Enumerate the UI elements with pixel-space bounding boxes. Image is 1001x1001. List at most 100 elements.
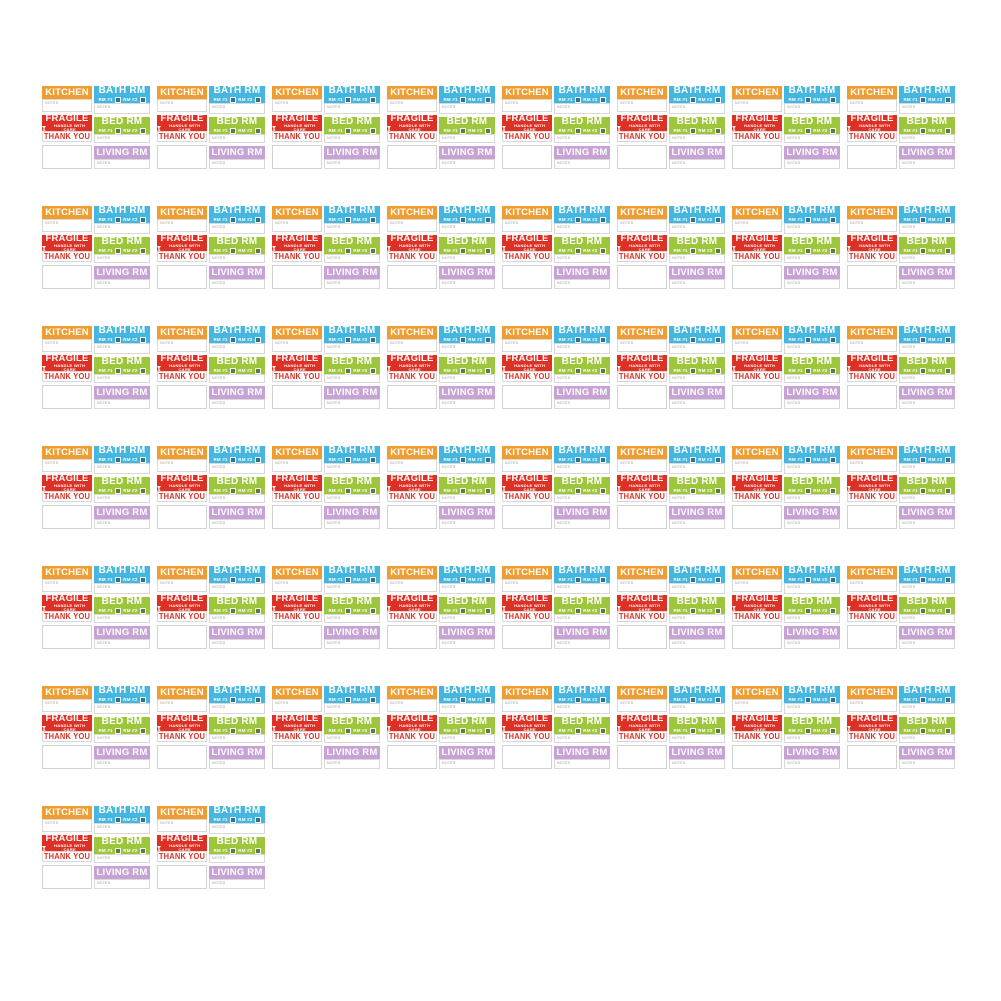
broken-glass-icon <box>732 365 736 371</box>
sheet-left-column: KITCHEN NOTES FRAGILE HANDLE WITH CARE T… <box>847 206 897 289</box>
bedroom-label: BED RM RM #1 RM #2 NOTES <box>209 597 265 623</box>
notes-label: NOTES <box>672 705 686 709</box>
checkbox-square-icon <box>115 248 121 254</box>
fragile-subtitle-text: HANDLE WITH CARE <box>744 723 776 733</box>
bedroom-room-checkboxes: RM #1 RM #2 <box>439 368 495 374</box>
checkbox-square-icon <box>805 337 811 343</box>
checkbox-square-icon <box>600 97 606 103</box>
kitchen-header: KITCHEN <box>157 326 207 339</box>
bedroom-title: BED RM <box>676 116 718 128</box>
bathroom-header: BATH RM RM #1 RM #2 <box>669 566 725 583</box>
sheet-right-column: BATH RM RM #1 RM #2 NOTES BED RM RM #1 R… <box>209 326 265 409</box>
kitchen-notes-area: NOTES <box>272 99 322 112</box>
fragile-label: FRAGILE HANDLE WITH CARE THANK YOU <box>732 354 782 382</box>
living-room-header: LIVING RM <box>784 626 840 639</box>
notes-label: NOTES <box>327 736 341 740</box>
bathroom-room-checkboxes: RM #1 RM #2 <box>899 577 955 583</box>
sheet-right-column: BATH RM RM #1 RM #2 NOTES BED RM RM #1 R… <box>324 326 380 409</box>
living-room-header: LIVING RM <box>324 746 380 759</box>
checkbox-square-icon <box>255 697 261 703</box>
label-sheet: KITCHEN NOTES FRAGILE HANDLE WITH CARE T… <box>272 686 380 769</box>
thank-you-text: THANK YOU <box>273 131 321 142</box>
kitchen-header: KITCHEN <box>272 446 322 459</box>
label-sheet: KITCHEN NOTES FRAGILE HANDLE WITH CARE T… <box>617 86 725 169</box>
fragile-header: FRAGILE HANDLE WITH CARE <box>42 234 92 252</box>
kitchen-notes-area: NOTES <box>387 699 437 712</box>
thank-you-area: THANK YOU <box>617 610 667 622</box>
kitchen-notes-area: NOTES <box>847 219 897 232</box>
room1-text: RM #1 <box>558 367 573 373</box>
sheet-row: KITCHEN NOTES FRAGILE HANDLE WITH CARE T… <box>42 686 955 769</box>
notes-label: NOTES <box>390 701 404 705</box>
bathroom-header: BATH RM RM #1 RM #2 <box>899 86 955 103</box>
checkbox-square-icon <box>345 248 351 254</box>
kitchen-label: KITCHEN NOTES <box>272 446 322 472</box>
bathroom-room-checkboxes: RM #1 RM #2 <box>784 97 840 103</box>
living-room-label: LIVING RM NOTES <box>899 386 955 409</box>
fragile-label: FRAGILE HANDLE WITH CARE THANK YOU <box>157 834 207 862</box>
sheet-left-column: KITCHEN NOTES FRAGILE HANDLE WITH CARE T… <box>272 326 322 409</box>
notes-label: NOTES <box>275 341 289 345</box>
kitchen-label: KITCHEN NOTES <box>157 566 207 592</box>
bathroom-room-checkboxes: RM #1 RM #2 <box>554 217 610 223</box>
bathroom-notes-area: NOTES <box>439 103 495 114</box>
bathroom-room-checkboxes: RM #1 RM #2 <box>899 337 955 343</box>
fragile-header: FRAGILE HANDLE WITH CARE <box>847 474 897 492</box>
fragile-header: FRAGILE HANDLE WITH CARE <box>502 114 552 132</box>
living-room-label: LIVING RM NOTES <box>209 746 265 769</box>
kitchen-label: KITCHEN NOTES <box>847 326 897 352</box>
room2-text: RM #2 <box>353 727 368 733</box>
fragile-subtitle: HANDLE WITH CARE <box>387 124 437 132</box>
checkbox-square-icon <box>255 577 261 583</box>
room2-text: RM #2 <box>238 216 253 222</box>
fragile-subtitle: HANDLE WITH CARE <box>732 484 782 492</box>
notes-label: NOTES <box>442 705 456 709</box>
notes-label: NOTES <box>97 616 111 620</box>
checkbox-square-icon <box>920 577 926 583</box>
bathroom-label: BATH RM RM #1 RM #2 NOTES <box>209 86 265 114</box>
living-room-notes-area: NOTES <box>324 279 380 289</box>
checkbox-square-icon <box>140 97 146 103</box>
checkbox-square-icon <box>115 337 121 343</box>
kitchen-title: KITCHEN <box>505 86 549 98</box>
checkbox-square-icon <box>715 337 721 343</box>
checkbox-square-icon <box>460 728 466 734</box>
room2-text: RM #2 <box>928 696 943 702</box>
bathroom-header: BATH RM RM #1 RM #2 <box>209 806 265 823</box>
bathroom-header: BATH RM RM #1 RM #2 <box>324 86 380 103</box>
kitchen-title: KITCHEN <box>390 446 434 458</box>
bathroom-header: BATH RM RM #1 RM #2 <box>554 86 610 103</box>
bedroom-title: BED RM <box>906 356 948 368</box>
bathroom-label: BATH RM RM #1 RM #2 NOTES <box>784 206 840 234</box>
bathroom-title: BATH RM <box>98 205 146 217</box>
bedroom-label: BED RM RM #1 RM #2 NOTES <box>784 237 840 263</box>
bathroom-notes-area: NOTES <box>554 703 610 714</box>
kitchen-title: KITCHEN <box>620 326 664 338</box>
living-room-header: LIVING RM <box>439 626 495 639</box>
checkbox-square-icon <box>920 128 926 134</box>
checkbox-square-icon <box>575 577 581 583</box>
bathroom-room-checkboxes: RM #1 RM #2 <box>899 457 955 463</box>
thank-you-text: THANK YOU <box>848 131 896 142</box>
sheet-right-column: BATH RM RM #1 RM #2 NOTES BED RM RM #1 R… <box>439 326 495 409</box>
notes-label: NOTES <box>557 585 571 589</box>
kitchen-label: KITCHEN NOTES <box>847 566 897 592</box>
living-room-header: LIVING RM <box>899 266 955 279</box>
room2-text: RM #2 <box>468 456 483 462</box>
bedroom-room-checkboxes: RM #1 RM #2 <box>439 248 495 254</box>
bedroom-room-checkboxes: RM #1 RM #2 <box>669 728 725 734</box>
sheet-left-column: KITCHEN NOTES FRAGILE HANDLE WITH CARE T… <box>42 566 92 649</box>
checkbox-square-icon <box>370 217 376 223</box>
notes-label: NOTES <box>557 401 571 405</box>
blank-label <box>272 144 322 169</box>
living-room-title: LIVING RM <box>326 626 378 638</box>
thank-you-text: THANK YOU <box>618 131 666 142</box>
notes-label: NOTES <box>327 761 341 765</box>
label-sheet: KITCHEN NOTES FRAGILE HANDLE WITH CARE T… <box>387 446 495 529</box>
notes-label: NOTES <box>442 585 456 589</box>
notes-label: NOTES <box>442 616 456 620</box>
broken-glass-icon <box>502 485 506 491</box>
notes-label: NOTES <box>327 105 341 109</box>
fragile-subtitle-text: HANDLE WITH CARE <box>284 243 316 253</box>
checkbox-square-icon <box>600 368 606 374</box>
